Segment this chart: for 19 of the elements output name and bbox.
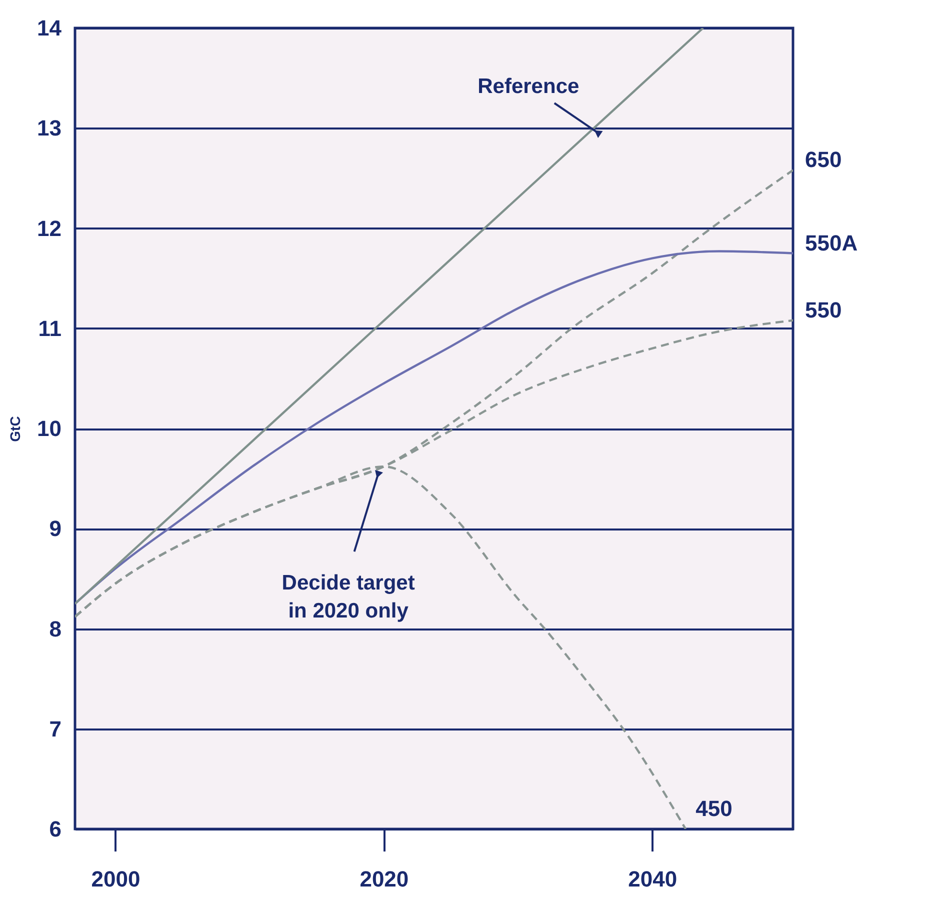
- y-tick-label: 7: [49, 716, 62, 742]
- annotation: Decide target in 2020 only: [282, 572, 415, 623]
- x-tick-label: 2000: [91, 866, 140, 892]
- y-tick-label: 11: [38, 316, 62, 341]
- y-axis-title: GtC: [7, 416, 24, 442]
- series-label: 650: [805, 147, 842, 172]
- y-tick-label: 12: [37, 216, 62, 241]
- x-tick-label: 2020: [360, 866, 409, 892]
- y-tick-label: 13: [37, 116, 62, 141]
- y-tick-label: 6: [49, 816, 62, 842]
- annotation: Reference: [478, 75, 580, 98]
- series-label: 450: [696, 796, 732, 821]
- y-tick-label: 14: [37, 16, 62, 40]
- series-label: 550A: [805, 230, 858, 256]
- y-tick-label: 10: [37, 416, 62, 441]
- series-label: 550: [805, 297, 842, 322]
- y-tick-label: 8: [49, 616, 62, 642]
- y-tick-label: 9: [49, 516, 62, 542]
- x-tick-label: 2040: [628, 866, 678, 892]
